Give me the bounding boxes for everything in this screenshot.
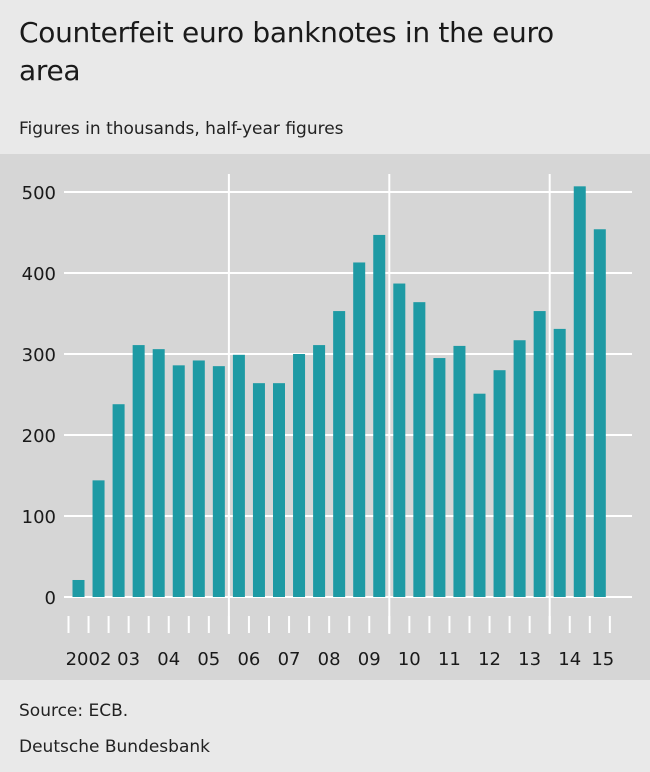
y-tick-label: 0 bbox=[45, 588, 56, 609]
bar-2002-h2 bbox=[92, 480, 105, 597]
chart-title: Counterfeit euro banknotes in the euro a… bbox=[19, 16, 554, 87]
chart-panel: 0 100 200 300 400 500 2002 03 04 05 06 07 08 09 10 11 12… bbox=[0, 154, 650, 680]
bar-2012-h1 bbox=[473, 393, 486, 597]
bar-2012-h2 bbox=[493, 370, 506, 597]
x-year-label: 15 bbox=[591, 649, 614, 670]
footer: Source: ECB. Deutsche Bundesbank bbox=[0, 680, 650, 772]
bar-2004-h2 bbox=[172, 365, 185, 597]
bar-2007-h1 bbox=[273, 383, 285, 597]
y-tick-label: 200 bbox=[22, 426, 56, 447]
bar-2010-h1 bbox=[393, 283, 406, 597]
publisher-note: Deutsche Bundesbank bbox=[19, 737, 210, 757]
x-year-label: 2002 bbox=[66, 649, 112, 670]
bar-2005-h1 bbox=[192, 360, 205, 597]
x-year-label: 11 bbox=[438, 649, 461, 670]
bar-2002-h1 bbox=[72, 579, 85, 597]
bar-2004-h1 bbox=[152, 349, 165, 597]
bar-2009-h2 bbox=[373, 234, 386, 597]
bar-2011-h1 bbox=[433, 358, 446, 597]
bar-2005-h2 bbox=[212, 366, 225, 597]
x-year-label: 05 bbox=[197, 649, 220, 670]
x-year-label: 14 bbox=[558, 649, 581, 670]
x-year-label: 03 bbox=[117, 649, 140, 670]
bar-2014-h2 bbox=[573, 186, 586, 597]
bar-2014-h1 bbox=[553, 328, 566, 597]
x-year-label: 13 bbox=[518, 649, 541, 670]
y-tick-label: 500 bbox=[22, 183, 56, 204]
y-tick-label: 300 bbox=[22, 345, 56, 366]
x-year-label: 06 bbox=[237, 649, 260, 670]
bar-2010-h2 bbox=[413, 302, 426, 597]
x-year-label: 08 bbox=[318, 649, 341, 670]
x-year-label: 10 bbox=[398, 649, 421, 670]
bar-2008-h1 bbox=[313, 345, 326, 597]
x-year-label: 04 bbox=[157, 649, 180, 670]
x-year-label: 12 bbox=[478, 649, 501, 670]
bar-2011-h2 bbox=[453, 345, 466, 597]
bar-2003-h1 bbox=[112, 404, 125, 597]
x-year-label: 07 bbox=[278, 649, 301, 670]
bar-2013-h2 bbox=[533, 311, 546, 597]
bar-2015-h1 bbox=[593, 229, 606, 597]
y-tick-label: 400 bbox=[22, 264, 56, 285]
bar-2013-h1 bbox=[513, 340, 526, 597]
x-year-label: 09 bbox=[358, 649, 381, 670]
bar-2006-h2 bbox=[252, 383, 265, 597]
bar-2009-h1 bbox=[353, 262, 366, 597]
bar-2003-h2 bbox=[132, 345, 145, 597]
source-note: Source: ECB. bbox=[19, 701, 129, 721]
chart-subtitle: Figures in thousands, half-year figures bbox=[19, 119, 344, 139]
bar-2006-h1 bbox=[232, 354, 245, 597]
y-tick-label: 100 bbox=[22, 507, 56, 528]
bar-2007-h2 bbox=[293, 354, 306, 597]
bar-2008-h2 bbox=[333, 311, 346, 597]
bar-chart: 0 100 200 300 400 500 2002 03 04 05 06 07 08 09 10 11 12… bbox=[22, 174, 632, 670]
